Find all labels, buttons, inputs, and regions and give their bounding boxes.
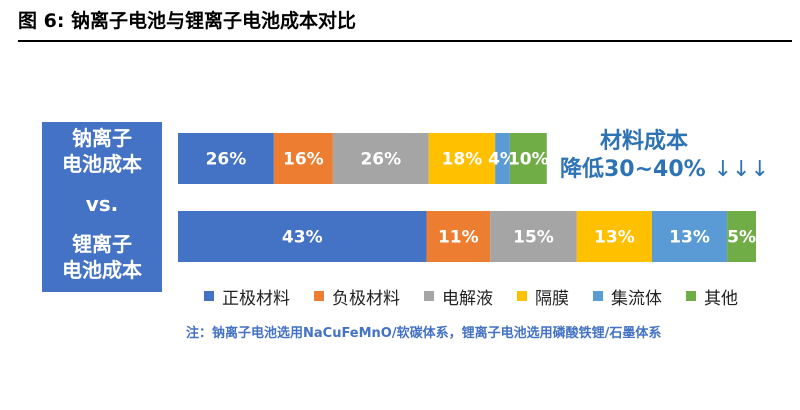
legend-item-3: 隔膜	[517, 284, 569, 309]
legend-swatch-3	[517, 291, 527, 301]
callout-line-1: 材料成本	[600, 129, 689, 154]
legend-item-5: 其他	[686, 284, 738, 309]
data-label-1-0: 43%	[282, 228, 323, 248]
bar-segment-0-0	[178, 133, 274, 184]
legend-swatch-5	[686, 291, 696, 301]
legend-item-1: 负极材料	[314, 284, 400, 309]
down-arrows-icon: ↓↓↓	[713, 157, 770, 182]
data-label-0-2: 26%	[360, 150, 401, 170]
bar-segment-0-2	[332, 133, 429, 184]
bar-segment-1-4	[651, 211, 728, 262]
bar-segment-1-1	[426, 211, 491, 262]
data-label-0-0: 26%	[206, 150, 247, 170]
data-label-1-2: 15%	[513, 228, 554, 248]
data-label-0-5: 10%	[508, 150, 549, 170]
legend-swatch-2	[424, 291, 434, 301]
legend-label-2: 电解液	[442, 288, 493, 309]
bar-segment-0-1	[273, 133, 333, 184]
legend-item-4: 集流体	[593, 284, 662, 309]
bar-segment-1-0	[178, 211, 427, 262]
comparison-label-panel: 钠离子 电池成本 vs. 锂离子 电池成本	[42, 122, 162, 292]
bar-segment-1-3	[576, 211, 652, 262]
figure-title: 图 6: 钠离子电池与锂离子电池成本对比	[18, 10, 357, 32]
panel-line-2: 电池成本	[62, 152, 142, 176]
legend-swatch-0	[204, 291, 214, 301]
callout-line-2: 降低30~40%	[560, 157, 706, 182]
data-label-1-4: 13%	[669, 228, 710, 248]
legend-label-1: 负极材料	[332, 288, 400, 309]
data-label-1-1: 11%	[438, 228, 479, 248]
data-label-0-4: 4%	[488, 150, 517, 170]
footnote: 注：钠离子电池选用NaCuFeMnO/软碳体系，锂离子电池选用磷酸铁锂/石墨体系	[186, 326, 662, 341]
bar-segment-0-5	[509, 133, 547, 184]
bar-segment-1-5	[727, 211, 756, 262]
title-divider	[18, 40, 792, 42]
data-label-1-3: 13%	[594, 228, 635, 248]
legend-label-4: 集流体	[611, 288, 662, 309]
data-label-0-3: 18%	[442, 150, 483, 170]
legend-label-5: 其他	[704, 288, 738, 309]
panel-line-1: 钠离子	[72, 126, 132, 150]
legend-item-2: 电解液	[424, 284, 493, 309]
chart-legend: 正极材料 负极材料 电解液 隔膜 集流体 其他	[204, 284, 762, 309]
bar-segment-1-2	[490, 211, 577, 262]
data-label-0-1: 16%	[283, 150, 324, 170]
panel-line-3: 锂离子	[72, 232, 132, 256]
bar-segment-0-4	[495, 133, 510, 184]
panel-line-vs: vs.	[85, 192, 119, 216]
data-label-1-5: 5%	[727, 228, 756, 248]
panel-line-4: 电池成本	[62, 258, 142, 282]
legend-label-0: 正极材料	[222, 288, 290, 309]
cost-reduction-callout: 材料成本 降低30~40% ↓↓↓	[560, 128, 790, 184]
legend-swatch-4	[593, 291, 603, 301]
legend-swatch-1	[314, 291, 324, 301]
legend-item-0: 正极材料	[204, 284, 290, 309]
legend-label-3: 隔膜	[535, 288, 569, 309]
bar-segment-0-3	[428, 133, 496, 184]
